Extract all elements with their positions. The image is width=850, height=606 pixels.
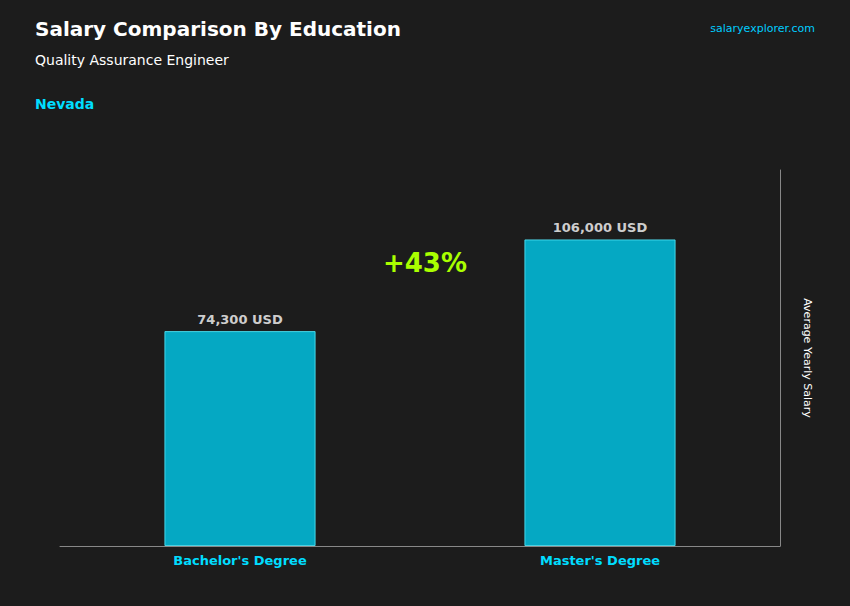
svg-text:+43%: +43% <box>383 248 467 278</box>
svg-text:Nevada: Nevada <box>35 96 94 112</box>
svg-text:106,000 USD: 106,000 USD <box>553 220 648 235</box>
svg-text:Salary Comparison By Education: Salary Comparison By Education <box>35 17 401 41</box>
svg-text:74,300 USD: 74,300 USD <box>197 312 283 327</box>
svg-text:Master's Degree: Master's Degree <box>540 553 660 568</box>
svg-text:Average Yearly Salary: Average Yearly Salary <box>801 298 814 418</box>
svg-text:Quality Assurance Engineer: Quality Assurance Engineer <box>35 52 229 68</box>
svg-text:Bachelor's Degree: Bachelor's Degree <box>173 553 307 568</box>
svg-text:salaryexplorer.com: salaryexplorer.com <box>710 22 815 35</box>
